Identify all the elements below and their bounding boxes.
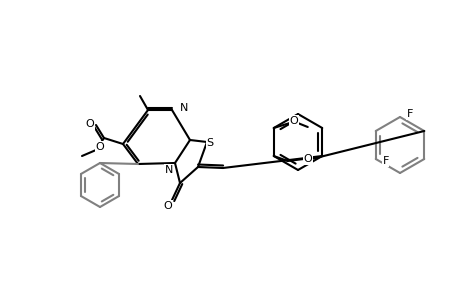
Text: O: O: [85, 119, 94, 129]
Text: O: O: [289, 116, 297, 126]
Text: S: S: [206, 138, 213, 148]
Text: O: O: [303, 154, 312, 164]
Text: O: O: [95, 142, 104, 152]
Text: O: O: [163, 201, 172, 211]
Text: N: N: [164, 165, 173, 175]
Text: F: F: [382, 156, 388, 166]
Text: N: N: [179, 103, 188, 113]
Text: F: F: [406, 109, 412, 119]
